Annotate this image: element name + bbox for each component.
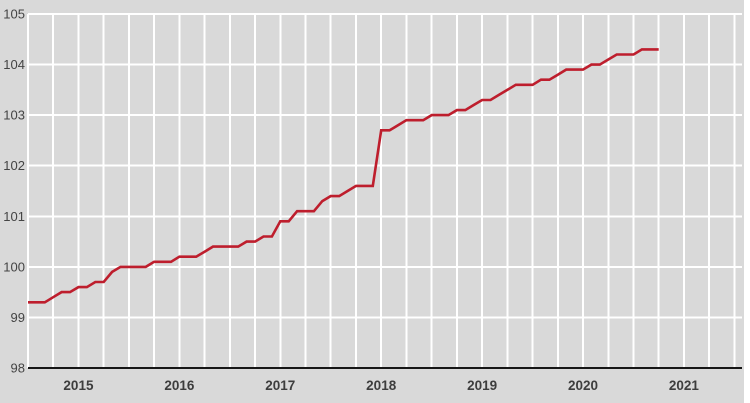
index-line-series bbox=[28, 48, 659, 304]
x-tick-label: 2018 bbox=[366, 378, 397, 393]
x-tick-label: 2017 bbox=[265, 378, 295, 393]
y-tick-label: 99 bbox=[11, 310, 25, 325]
y-tick-label: 101 bbox=[3, 209, 25, 224]
right-margin-strip bbox=[744, 0, 750, 403]
y-tick-label: 104 bbox=[3, 57, 25, 72]
y-tick-label: 98 bbox=[11, 361, 25, 376]
x-tick-label: 2015 bbox=[63, 378, 94, 393]
x-tick-label: 2020 bbox=[568, 378, 598, 393]
x-tick-label: 2016 bbox=[164, 378, 195, 393]
y-tick-label: 100 bbox=[3, 259, 25, 274]
y-tick-label: 102 bbox=[3, 158, 25, 173]
x-tick-label: 2021 bbox=[669, 378, 700, 393]
y-tick-label: 105 bbox=[3, 7, 25, 22]
y-tick-label: 103 bbox=[3, 108, 25, 123]
x-tick-label: 2019 bbox=[467, 378, 497, 393]
